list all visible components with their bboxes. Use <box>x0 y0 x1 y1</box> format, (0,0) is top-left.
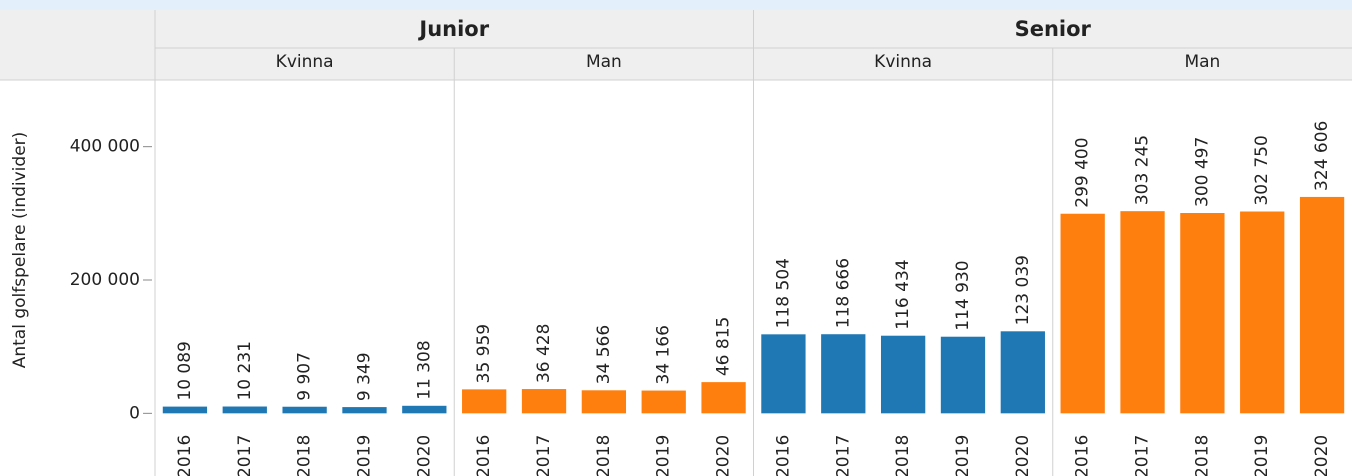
data-label: 300 497 <box>1192 137 1212 207</box>
y-tick-label: 0 <box>129 403 140 423</box>
data-label: 118 504 <box>773 258 793 328</box>
data-label: 34 166 <box>654 325 674 384</box>
bar <box>1120 211 1165 414</box>
bar <box>162 406 208 414</box>
y-tick-label: 200 000 <box>70 270 140 290</box>
data-label: 9 907 <box>295 352 315 401</box>
data-label: 123 039 <box>1013 255 1033 325</box>
x-tick-label: 2016 <box>474 435 494 476</box>
data-label: 35 959 <box>474 324 494 383</box>
group-header: Junior <box>417 17 489 41</box>
bar <box>222 406 267 414</box>
data-label: 36 428 <box>534 324 554 383</box>
x-tick-label: 2017 <box>1133 435 1153 476</box>
bar <box>1240 211 1285 414</box>
bar <box>761 334 806 414</box>
bar <box>282 406 327 414</box>
data-label: 11 308 <box>414 340 434 399</box>
x-tick-label: 2016 <box>1073 435 1093 476</box>
data-label: 9 349 <box>354 352 374 401</box>
x-tick-label: 2018 <box>1192 435 1212 476</box>
bar <box>1000 331 1045 414</box>
bar <box>880 335 926 414</box>
subgroup-header: Kvinna <box>874 52 932 72</box>
bar <box>641 390 686 414</box>
data-label: 118 666 <box>833 258 853 328</box>
subgroup-header: Man <box>586 52 622 72</box>
subgroup-header: Man <box>1184 52 1220 72</box>
bar <box>1299 196 1345 414</box>
x-tick-label: 2020 <box>414 435 434 476</box>
x-tick-label: 2016 <box>773 435 793 476</box>
data-label: 46 815 <box>714 317 734 376</box>
data-label: 116 434 <box>893 259 913 329</box>
bar <box>821 334 866 414</box>
x-tick-label: 2020 <box>1312 435 1332 476</box>
data-label: 10 089 <box>175 341 195 400</box>
x-tick-label: 2020 <box>714 435 734 476</box>
x-tick-label: 2019 <box>654 435 674 476</box>
top-strip <box>0 0 1352 10</box>
bar <box>581 390 627 414</box>
x-tick-label: 2019 <box>1252 435 1272 476</box>
x-tick-label: 2017 <box>534 435 554 476</box>
data-label: 10 231 <box>235 341 255 400</box>
bar <box>521 389 567 414</box>
data-label: 324 606 <box>1312 121 1332 191</box>
x-tick-label: 2016 <box>175 435 195 476</box>
x-tick-label: 2018 <box>295 435 315 476</box>
subgroup-header: Kvinna <box>276 52 334 72</box>
x-tick-label: 2018 <box>893 435 913 476</box>
data-label: 299 400 <box>1073 137 1093 207</box>
group-header: Senior <box>1015 17 1092 41</box>
bar <box>1060 213 1105 414</box>
x-tick-label: 2019 <box>354 435 374 476</box>
bar <box>701 382 746 414</box>
x-tick-label: 2018 <box>594 435 614 476</box>
x-tick-label: 2017 <box>235 435 255 476</box>
bar <box>402 405 447 414</box>
data-label: 303 245 <box>1133 135 1153 205</box>
bar <box>940 336 986 414</box>
x-tick-label: 2019 <box>953 435 973 476</box>
bar <box>342 407 387 414</box>
x-tick-label: 2017 <box>833 435 853 476</box>
data-label: 114 930 <box>953 260 973 330</box>
header-background <box>0 10 1352 80</box>
bar <box>1180 213 1225 414</box>
y-tick-label: 400 000 <box>70 137 140 157</box>
bar <box>462 389 507 414</box>
data-label: 302 750 <box>1252 135 1272 205</box>
y-axis-title: Antal golfspelare (individer) <box>10 132 30 369</box>
x-tick-label: 2020 <box>1013 435 1033 476</box>
data-label: 34 566 <box>594 325 614 384</box>
